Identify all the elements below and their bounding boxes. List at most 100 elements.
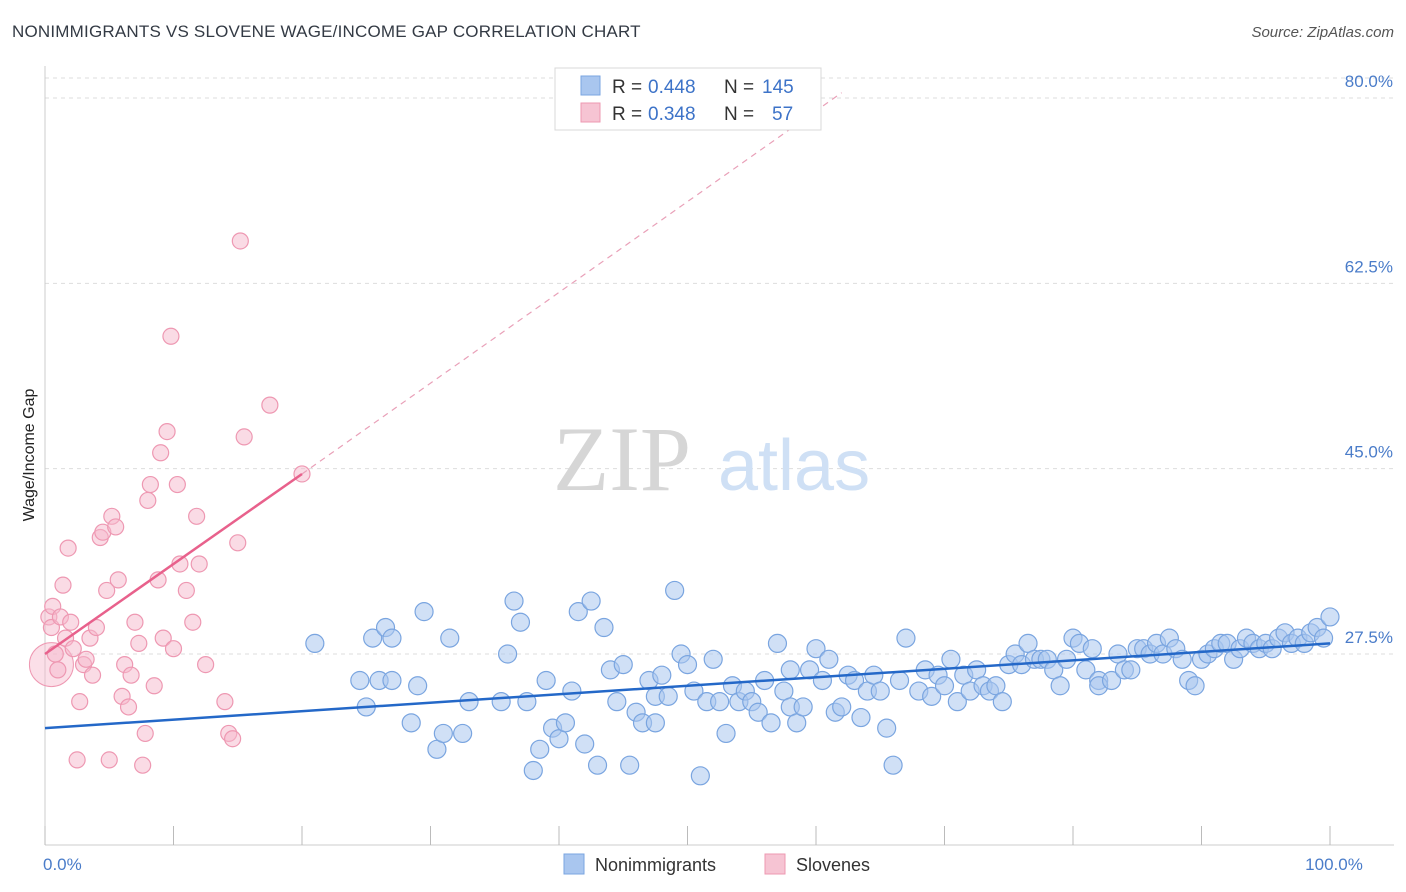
nonimmigrants-point bbox=[761, 713, 781, 733]
nonimmigrants-point bbox=[607, 692, 627, 712]
nonimmigrants-trend-line bbox=[44, 642, 1331, 730]
nonimmigrants-point bbox=[1172, 649, 1192, 669]
bottom-legend-nonimmigrants: Nonimmigrants bbox=[595, 855, 716, 875]
slovenes-point bbox=[158, 423, 176, 441]
nonimmigrants-point bbox=[1320, 607, 1340, 627]
slovenes-point bbox=[59, 539, 77, 557]
nonimmigrants-point bbox=[498, 644, 518, 664]
slovenes-point bbox=[71, 693, 89, 711]
bottom-legend-slovenes: Slovenes bbox=[796, 855, 870, 875]
slovenes-point bbox=[141, 475, 159, 494]
nonimmigrants-point bbox=[748, 702, 768, 722]
nonimmigrants-point bbox=[440, 628, 460, 648]
legend-r-label: R = bbox=[612, 77, 642, 98]
slovenes-point bbox=[216, 693, 234, 711]
slovenes-point bbox=[130, 634, 148, 653]
slovenes-point bbox=[190, 555, 208, 573]
watermark: ZIP atlas bbox=[553, 408, 870, 510]
slovenes-point bbox=[119, 698, 138, 716]
nonimmigrants-point bbox=[581, 591, 601, 611]
slovenes-point bbox=[87, 618, 106, 637]
nonimmigrants-point bbox=[710, 692, 730, 712]
slovenes-point bbox=[145, 677, 163, 695]
x-tick-label: 0.0% bbox=[43, 855, 82, 874]
nonimmigrants-point bbox=[433, 723, 453, 744]
y-tick-label: 62.5% bbox=[1345, 257, 1393, 276]
legend-swatch-blue bbox=[580, 75, 601, 96]
slovenes-point bbox=[231, 232, 249, 250]
nonimmigrants-point bbox=[767, 633, 788, 654]
legend-n-label: N = bbox=[724, 104, 754, 125]
nonimmigrants-point bbox=[870, 681, 890, 701]
slovenes-point bbox=[197, 655, 215, 674]
slovenes-point bbox=[164, 640, 183, 658]
bottom-legend-swatch-blue bbox=[563, 853, 585, 875]
slovenes-points bbox=[28, 232, 311, 774]
nonimmigrants-point bbox=[414, 602, 434, 622]
nonimmigrants-point bbox=[1076, 660, 1096, 680]
legend-row-slovenes: R = 0.348 N = 57 bbox=[580, 102, 793, 125]
nonimmigrants-point bbox=[889, 670, 910, 691]
slovenes-point bbox=[188, 507, 206, 525]
slovenes-point bbox=[162, 327, 180, 345]
legend-r-value: 0.348 bbox=[648, 104, 696, 125]
nonimmigrants-point bbox=[1082, 639, 1102, 659]
slovenes-point bbox=[134, 756, 152, 774]
watermark-atlas: atlas bbox=[718, 426, 870, 506]
nonimmigrants-point bbox=[806, 639, 826, 659]
nonimmigrants-point bbox=[504, 591, 524, 611]
legend-n-value: 57 bbox=[772, 104, 793, 125]
nonimmigrants-point bbox=[575, 734, 595, 754]
chart-title: NONIMMIGRANTS VS SLOVENE WAGE/INCOME GAP… bbox=[12, 22, 641, 41]
x-tick-label: 100.0% bbox=[1305, 855, 1363, 874]
nonimmigrants-point bbox=[382, 670, 402, 691]
nonimmigrants-point bbox=[1121, 660, 1141, 680]
nonimmigrants-point bbox=[658, 686, 678, 706]
nonimmigrants-point bbox=[1050, 676, 1070, 696]
legend-r-label: R = bbox=[612, 104, 642, 125]
nonimmigrants-point bbox=[703, 649, 723, 669]
slovenes-point bbox=[177, 581, 195, 600]
nonimmigrants-point bbox=[922, 686, 942, 706]
slovenes-point bbox=[168, 475, 186, 494]
slovenes-point bbox=[46, 645, 64, 663]
slovenes-point bbox=[136, 724, 154, 743]
slovenes-point bbox=[64, 640, 82, 658]
nonimmigrants-point bbox=[562, 681, 582, 701]
slovenes-point bbox=[68, 751, 86, 769]
tick-labels: 27.5% 45.0% 62.5% 80.0% 0.0% 100.0% bbox=[43, 72, 1393, 874]
nonimmigrants-point bbox=[568, 602, 588, 622]
watermark-zip: ZIP bbox=[553, 408, 691, 510]
nonimmigrants-point bbox=[530, 739, 550, 759]
nonimmigrants-point bbox=[510, 612, 531, 632]
nonimmigrants-point bbox=[1185, 676, 1205, 696]
slovenes-point bbox=[184, 613, 202, 631]
nonimmigrants-point bbox=[382, 628, 402, 648]
source-label: Source: ZipAtlas.com bbox=[1251, 24, 1394, 41]
nonimmigrants-point bbox=[941, 649, 961, 669]
slovenes-point bbox=[152, 444, 170, 462]
nonimmigrants-point bbox=[453, 723, 473, 744]
legend-n-label: N = bbox=[724, 77, 754, 98]
slovenes-point bbox=[83, 666, 102, 684]
nonimmigrants-point bbox=[652, 665, 672, 685]
legend-r-value: 0.448 bbox=[648, 77, 696, 98]
nonimmigrants-point bbox=[992, 692, 1012, 712]
nonimmigrants-point bbox=[363, 628, 383, 648]
nonimmigrants-point bbox=[716, 723, 736, 744]
trend-lines bbox=[44, 92, 1331, 730]
axes bbox=[44, 66, 1394, 846]
y-tick-label: 80.0% bbox=[1345, 72, 1393, 91]
nonimmigrants-point bbox=[408, 676, 428, 696]
nonimmigrants-point bbox=[665, 580, 685, 601]
nonimmigrants-point bbox=[613, 654, 633, 675]
slovenes-trend-extension bbox=[301, 92, 843, 475]
nonimmigrants-point bbox=[305, 633, 325, 654]
slovenes-point bbox=[100, 751, 118, 769]
slovenes-point bbox=[235, 428, 253, 446]
legend-n-value: 145 bbox=[762, 77, 794, 98]
nonimmigrants-point bbox=[812, 670, 833, 691]
nonimmigrants-point bbox=[877, 718, 897, 738]
nonimmigrants-point bbox=[851, 707, 871, 728]
nonimmigrants-point bbox=[947, 692, 967, 712]
